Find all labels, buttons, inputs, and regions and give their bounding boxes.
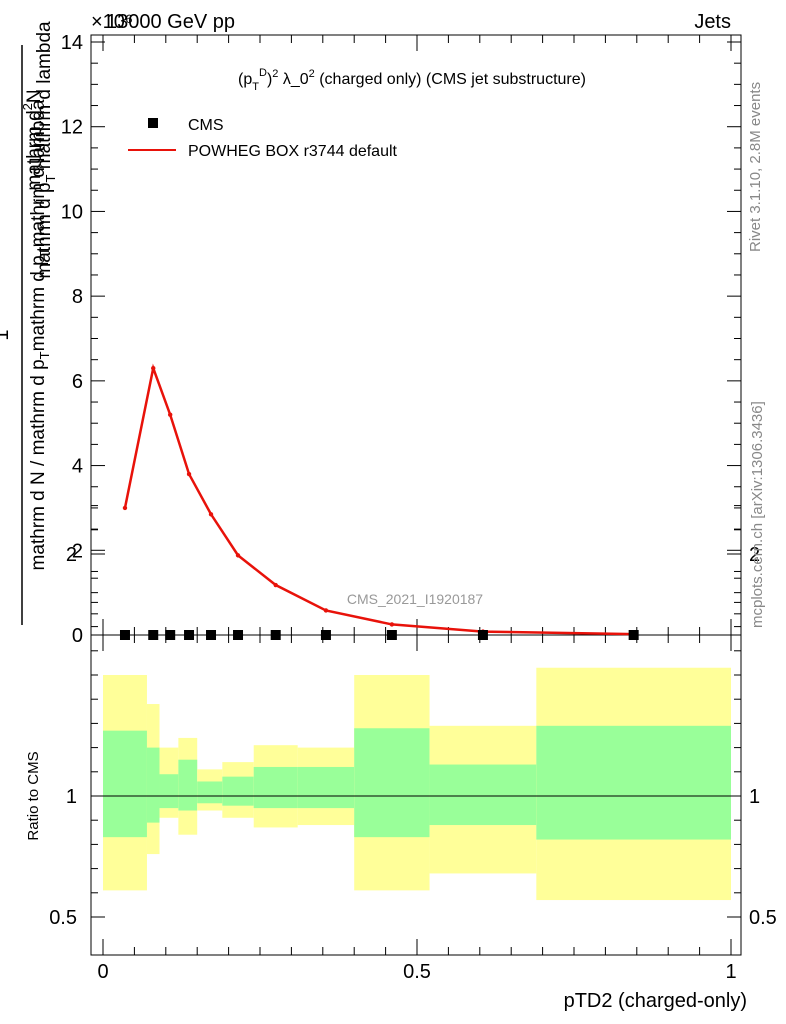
svg-text:mathrm d pT mathrm d lambda: mathrm d pT mathrm d lambda: [34, 21, 58, 279]
x-tick-label: 0: [97, 961, 108, 983]
mc-point: [389, 622, 395, 627]
ratio-y-tick-label-right: 2: [749, 544, 760, 566]
x-tick-label: 0.5: [403, 961, 431, 983]
x-axis-label: pTD2 (charged-only): [564, 990, 747, 1012]
mc-point: [151, 365, 156, 371]
mc-point: [235, 553, 241, 558]
mc-point: [186, 471, 192, 477]
rivet-info: Rivet 3.1.10, 2.8M events: [747, 82, 764, 252]
data-point: [119, 630, 130, 640]
y-label-denominator: mathrm d N / mathrm d pTmathrm d pTmathr…: [28, 99, 52, 570]
scale-exponent: ×10⁶: [91, 11, 133, 33]
data-point: [386, 630, 397, 640]
data-point: [477, 630, 488, 640]
data-point: [184, 630, 195, 640]
svg-text:Rivet 3.1.10, 2.8M events: Rivet 3.1.10, 2.8M events: [747, 82, 764, 252]
y-label-one: 1: [0, 329, 13, 340]
x-ticks: 0 0.5 1: [97, 35, 737, 983]
main-y-tick-label: 10: [61, 201, 83, 223]
legend-mc-label: POWHEG BOX r3744 default: [188, 143, 398, 160]
ratio-band-inner: [429, 764, 537, 826]
legend-data-marker: [148, 118, 158, 128]
main-y-tick-label: 2: [72, 540, 83, 562]
x-tick-label: 1: [725, 961, 736, 983]
ratio-band-inner: [536, 725, 731, 840]
main-y-tick-label: 8: [72, 286, 83, 308]
data-point: [165, 630, 176, 640]
ratio-plot-frame: [90, 634, 742, 956]
svg-text:Ratio to CMS: Ratio to CMS: [25, 751, 42, 840]
ratio-band-inner: [354, 728, 430, 838]
main-y-tick-label: 14: [61, 32, 83, 54]
data-series: [119, 630, 639, 640]
main-y-tick-label: 4: [72, 456, 83, 478]
ratio-band-inner: [253, 766, 298, 809]
mcplots-info: mcplots.cern.ch [arXiv:1306.3436]: [749, 401, 766, 628]
ratio-y-tick-label: 2: [66, 544, 77, 566]
mc-point: [273, 582, 278, 588]
energy-label: 13000 GeV pp: [106, 11, 235, 33]
ratio-band-inner: [178, 759, 198, 811]
ratio-band-inner: [197, 781, 223, 804]
ratio-band-inner: [159, 774, 179, 809]
main-y-ticks: 0 2 4 6 8 10 12 14: [61, 32, 741, 647]
main-y-tick-label: 0: [72, 625, 83, 647]
analysis-id: CMS_2021_I1920187: [347, 591, 483, 607]
plot-title: (pTD)2 λ_02 (charged only) (CMS jet subs…: [238, 67, 586, 93]
mc-point: [208, 512, 214, 517]
main-y-label: 1 mathrm d N / mathrm d pTmathrm d pTmat…: [0, 45, 52, 625]
main-y-label-line2: mathrm d pT mathrm d lambda: [34, 21, 58, 279]
ratio-band-inner: [222, 776, 254, 806]
ratio-y-tick-label: 0.5: [49, 907, 77, 929]
main-y-tick-label: 12: [61, 117, 83, 139]
ratio-band-inner: [297, 766, 355, 809]
ratio-bands: [103, 667, 731, 901]
ratio-y-tick-label: 1: [66, 786, 77, 808]
data-point: [628, 630, 639, 640]
svg-text:mcplots.cern.ch [arXiv:1306.34: mcplots.cern.ch [arXiv:1306.3436]: [749, 401, 766, 628]
data-point: [206, 630, 217, 640]
ratio-band-inner: [146, 747, 160, 823]
data-point: [233, 630, 244, 640]
mc-point: [323, 608, 329, 613]
legend-data-label: CMS: [188, 117, 224, 134]
mc-point: [167, 412, 173, 417]
ratio-band-inner: [103, 730, 147, 838]
ratio-y-ticks: 0.5 0.51 12 2: [49, 505, 777, 929]
data-point: [270, 630, 281, 640]
mc-point: [122, 505, 128, 511]
ratio-y-tick-label-right: 0.5: [749, 907, 777, 929]
process-label: Jets: [694, 11, 731, 33]
main-y-tick-label: 6: [72, 371, 83, 393]
data-point: [148, 630, 159, 640]
ratio-y-tick-label-right: 1: [749, 786, 760, 808]
data-point: [320, 630, 331, 640]
ratio-y-label: Ratio to CMS: [25, 751, 42, 840]
